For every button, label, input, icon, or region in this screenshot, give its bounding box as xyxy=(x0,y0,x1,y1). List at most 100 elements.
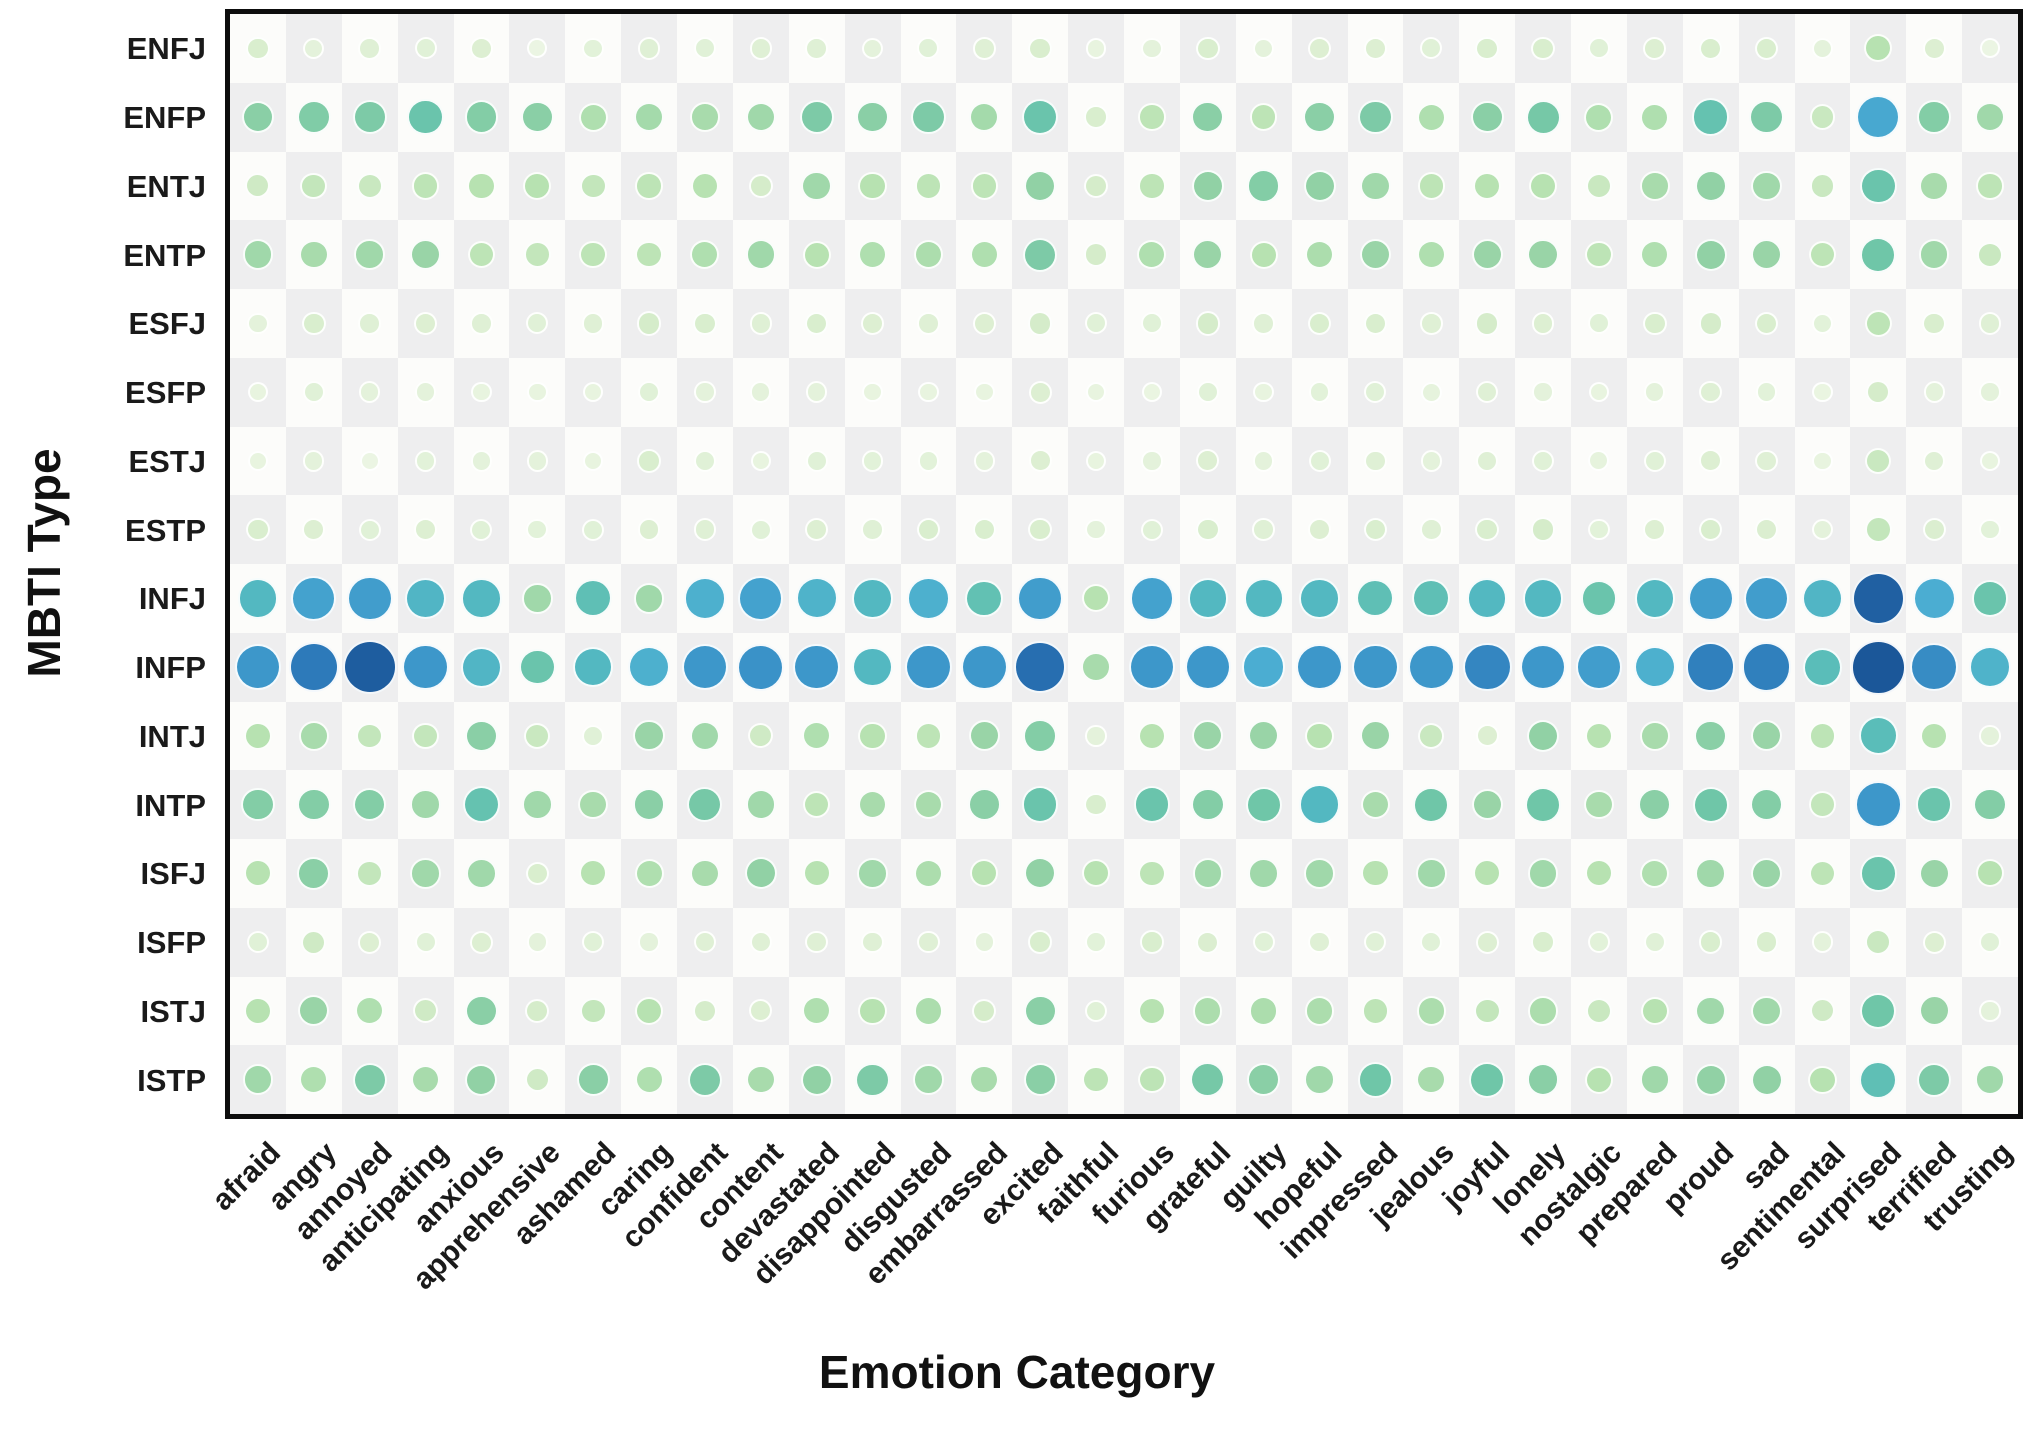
data-dot-ESTP-anticipating xyxy=(414,518,437,542)
cell-INTJ-sad xyxy=(1738,701,1795,771)
cell-ENTP-jealous xyxy=(1403,220,1460,289)
cell-ENTJ-proud xyxy=(1682,151,1739,221)
cell-ESTJ-prepared xyxy=(1626,426,1683,496)
cell-ENFJ-prepared xyxy=(1626,14,1683,83)
cell-ISFJ-guilty xyxy=(1235,839,1292,908)
data-dot-ENFP-afraid xyxy=(241,100,275,134)
cell-INFJ-furious xyxy=(1124,564,1180,633)
data-dot-ENFJ-prepared xyxy=(1643,36,1667,60)
data-dot-ISTJ-anxious xyxy=(465,994,498,1028)
data-dot-ENTP-apprehensive xyxy=(523,241,551,268)
cell-INTJ-anticipating xyxy=(397,701,454,771)
data-dot-ESFP-nostalgic xyxy=(1588,381,1610,403)
data-dot-ESTJ-sad xyxy=(1755,449,1778,473)
plot-area xyxy=(225,9,2023,1119)
cell-ISTP-ashamed xyxy=(565,1045,622,1114)
cell-ENTP-impressed xyxy=(1347,220,1404,289)
data-dot-ENTJ-caring xyxy=(635,172,663,200)
data-dot-ISTP-annoyed xyxy=(352,1062,387,1097)
cell-ESFP-anxious xyxy=(453,357,510,427)
cell-INFP-jealous xyxy=(1403,632,1460,702)
data-dot-ISFP-angry xyxy=(301,929,327,955)
data-dot-ISTP-ashamed xyxy=(576,1063,610,1096)
data-dot-ISFJ-apprehensive xyxy=(525,861,550,886)
cell-ISTP-caring xyxy=(621,1045,677,1114)
data-dot-ESTJ-excited xyxy=(1028,449,1052,473)
data-dot-ENTP-embarrassed xyxy=(969,240,999,270)
data-dot-ESTJ-surprised xyxy=(1865,447,1892,474)
cell-INTP-lonely xyxy=(1515,770,1571,839)
data-dot-ENTP-anticipating xyxy=(409,239,442,271)
data-dot-ENTP-ashamed xyxy=(579,240,607,269)
cell-INTP-guilty xyxy=(1235,770,1292,839)
cell-INFP-nostalgic xyxy=(1571,632,1627,702)
cell-INTJ-angry xyxy=(285,701,342,771)
data-dot-ENFJ-disgusted xyxy=(917,37,940,60)
cell-ESTJ-anticipating xyxy=(397,426,454,496)
cell-ENFJ-anxious xyxy=(453,14,510,83)
data-dot-INTP-joyful xyxy=(1471,789,1503,821)
cell-INFP-sentimental xyxy=(1794,632,1851,702)
cell-ISFJ-surprised xyxy=(1850,839,1907,908)
cell-ISTP-devastated xyxy=(788,1045,845,1114)
cell-ESTP-apprehensive xyxy=(509,495,566,564)
data-dot-ESFJ-proud xyxy=(1698,311,1723,336)
cell-INTJ-afraid xyxy=(230,701,286,771)
data-dot-ENTP-jealous xyxy=(1416,240,1446,270)
cell-ENTP-sad xyxy=(1738,220,1795,289)
data-dot-INTJ-surprised xyxy=(1858,716,1898,756)
data-dot-ESTP-surprised xyxy=(1864,516,1892,543)
cell-ENFP-lonely xyxy=(1515,82,1571,152)
cell-INTP-furious xyxy=(1124,770,1180,839)
cell-ENFJ-excited xyxy=(1012,14,1069,83)
cell-ESTJ-furious xyxy=(1124,426,1180,496)
data-dot-ISFJ-joyful xyxy=(1473,859,1502,888)
cell-INFP-sad xyxy=(1738,632,1795,702)
cell-ISTP-disappointed xyxy=(844,1045,901,1114)
cell-ENTJ-nostalgic xyxy=(1571,151,1627,221)
cell-ENFP-disgusted xyxy=(900,82,957,152)
cell-ENTJ-joyful xyxy=(1459,151,1516,221)
cell-INTP-ashamed xyxy=(565,770,622,839)
cell-ISTJ-trusting xyxy=(1962,976,2018,1046)
cell-ENFJ-sentimental xyxy=(1794,14,1851,83)
data-dot-ESFJ-disappointed xyxy=(861,311,884,335)
data-dot-INFP-caring xyxy=(627,645,671,689)
data-dot-ENFP-disgusted xyxy=(911,100,946,135)
cell-ESTP-embarrassed xyxy=(956,495,1013,564)
cell-ENTP-caring xyxy=(621,220,677,289)
data-dot-ENTJ-disgusted xyxy=(914,172,943,200)
cell-ENFJ-grateful xyxy=(1179,14,1236,83)
cell-ENFP-hopeful xyxy=(1291,82,1348,152)
cell-ENFJ-faithful xyxy=(1068,14,1124,83)
data-dot-ENFJ-ashamed xyxy=(582,37,605,60)
cell-ESFJ-surprised xyxy=(1850,289,1907,358)
data-dot-INFP-disappointed xyxy=(852,646,893,688)
cell-INTP-disappointed xyxy=(844,770,901,839)
cell-ESTJ-devastated xyxy=(788,426,845,496)
data-dot-ESTJ-nostalgic xyxy=(1588,450,1610,472)
cell-ENTP-afraid xyxy=(230,220,286,289)
data-dot-ISFJ-anticipating xyxy=(410,858,441,889)
cell-ISTJ-anxious xyxy=(453,976,510,1046)
data-dot-INTP-hopeful xyxy=(1299,784,1340,825)
cell-ESFP-devastated xyxy=(788,357,845,427)
data-dot-ENFP-anticipating xyxy=(407,98,444,136)
cell-INFP-furious xyxy=(1124,632,1180,702)
cell-ESFJ-impressed xyxy=(1347,289,1404,358)
cell-INFJ-devastated xyxy=(788,564,845,633)
cell-INTJ-anxious xyxy=(453,701,510,771)
data-dot-ENTJ-trusting xyxy=(1976,172,2004,200)
cell-INFP-terrified xyxy=(1906,632,1963,702)
cell-ISTP-embarrassed xyxy=(956,1045,1013,1114)
cell-ENTP-grateful xyxy=(1179,220,1236,289)
data-dot-ENFP-excited xyxy=(1021,98,1059,136)
cell-ISTP-jealous xyxy=(1403,1045,1460,1114)
data-dot-ENTP-terrified xyxy=(1918,239,1950,270)
y-tick-label-ISTP: ISTP xyxy=(137,1062,206,1098)
cell-ISTP-content xyxy=(732,1045,789,1114)
data-dot-ESFP-jealous xyxy=(1420,381,1442,403)
cell-ISFP-embarrassed xyxy=(956,907,1013,977)
cell-ISTP-excited xyxy=(1012,1045,1069,1114)
cell-ENTJ-jealous xyxy=(1403,151,1460,221)
